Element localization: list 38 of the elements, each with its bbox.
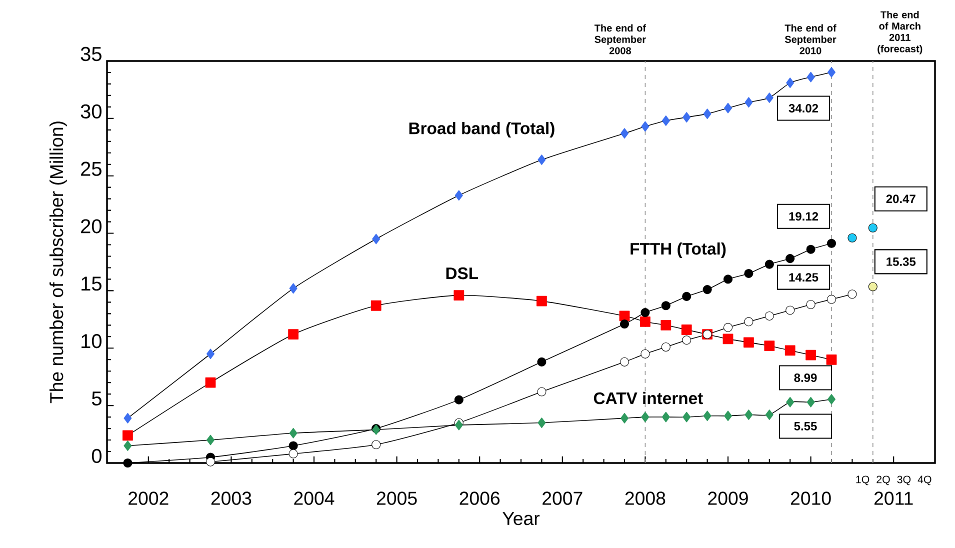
series-label: FTTH (Total) [630, 242, 726, 258]
x-tick-label: 2009 [708, 492, 748, 505]
y-tick-label: 30 [80, 104, 102, 118]
y-tick-label: 20 [81, 219, 102, 234]
text: 2Q [876, 476, 890, 486]
text: 1Q [856, 476, 870, 486]
data-label: 15.35 [886, 257, 916, 266]
y-tick-label: 10 [82, 334, 102, 348]
x-tick-label: 2003 [211, 492, 252, 505]
data-label: 8.99 [794, 373, 817, 382]
y-tick-label: 0 [92, 448, 102, 464]
data-label: 14.25 [789, 273, 818, 282]
x-tick-label: 2005 [376, 492, 417, 505]
x-tick-label: 2011 [874, 492, 913, 505]
x-tick-label: 2004 [294, 492, 334, 505]
text: 3Q [897, 476, 911, 486]
data-label: 5.55 [794, 422, 817, 430]
y-tick-label: 35 [80, 46, 102, 62]
data-label: 19.12 [789, 212, 818, 221]
series-label: DSL [446, 267, 478, 280]
ref-line-label: The end of September 2008 [594, 24, 646, 54]
series-label: Broad band (Total) [409, 122, 554, 138]
series-label: CATV internet [594, 392, 703, 404]
y-tick-label: 5 [92, 392, 102, 406]
x-axis-title: Year [502, 512, 540, 526]
text: 4Q [918, 476, 932, 486]
x-tick-label: 2008 [625, 492, 666, 505]
data-label: 34.02 [788, 104, 818, 112]
x-tick-label: 2002 [128, 492, 168, 505]
data-label: 20.47 [886, 194, 916, 204]
y-axis-title: The number of subscriber (Million) [50, 122, 67, 404]
ref-line-label: The end of September 2010 [784, 24, 836, 54]
x-tick-label: 2006 [460, 492, 500, 505]
x-tick-label: 2007 [542, 492, 582, 505]
y-tick-label: 15 [82, 276, 102, 291]
y-tick-label: 25 [81, 162, 102, 176]
x-tick-label: 2010 [790, 492, 831, 505]
ref-line-label: The end of March 2011 (forecast) [878, 10, 922, 54]
